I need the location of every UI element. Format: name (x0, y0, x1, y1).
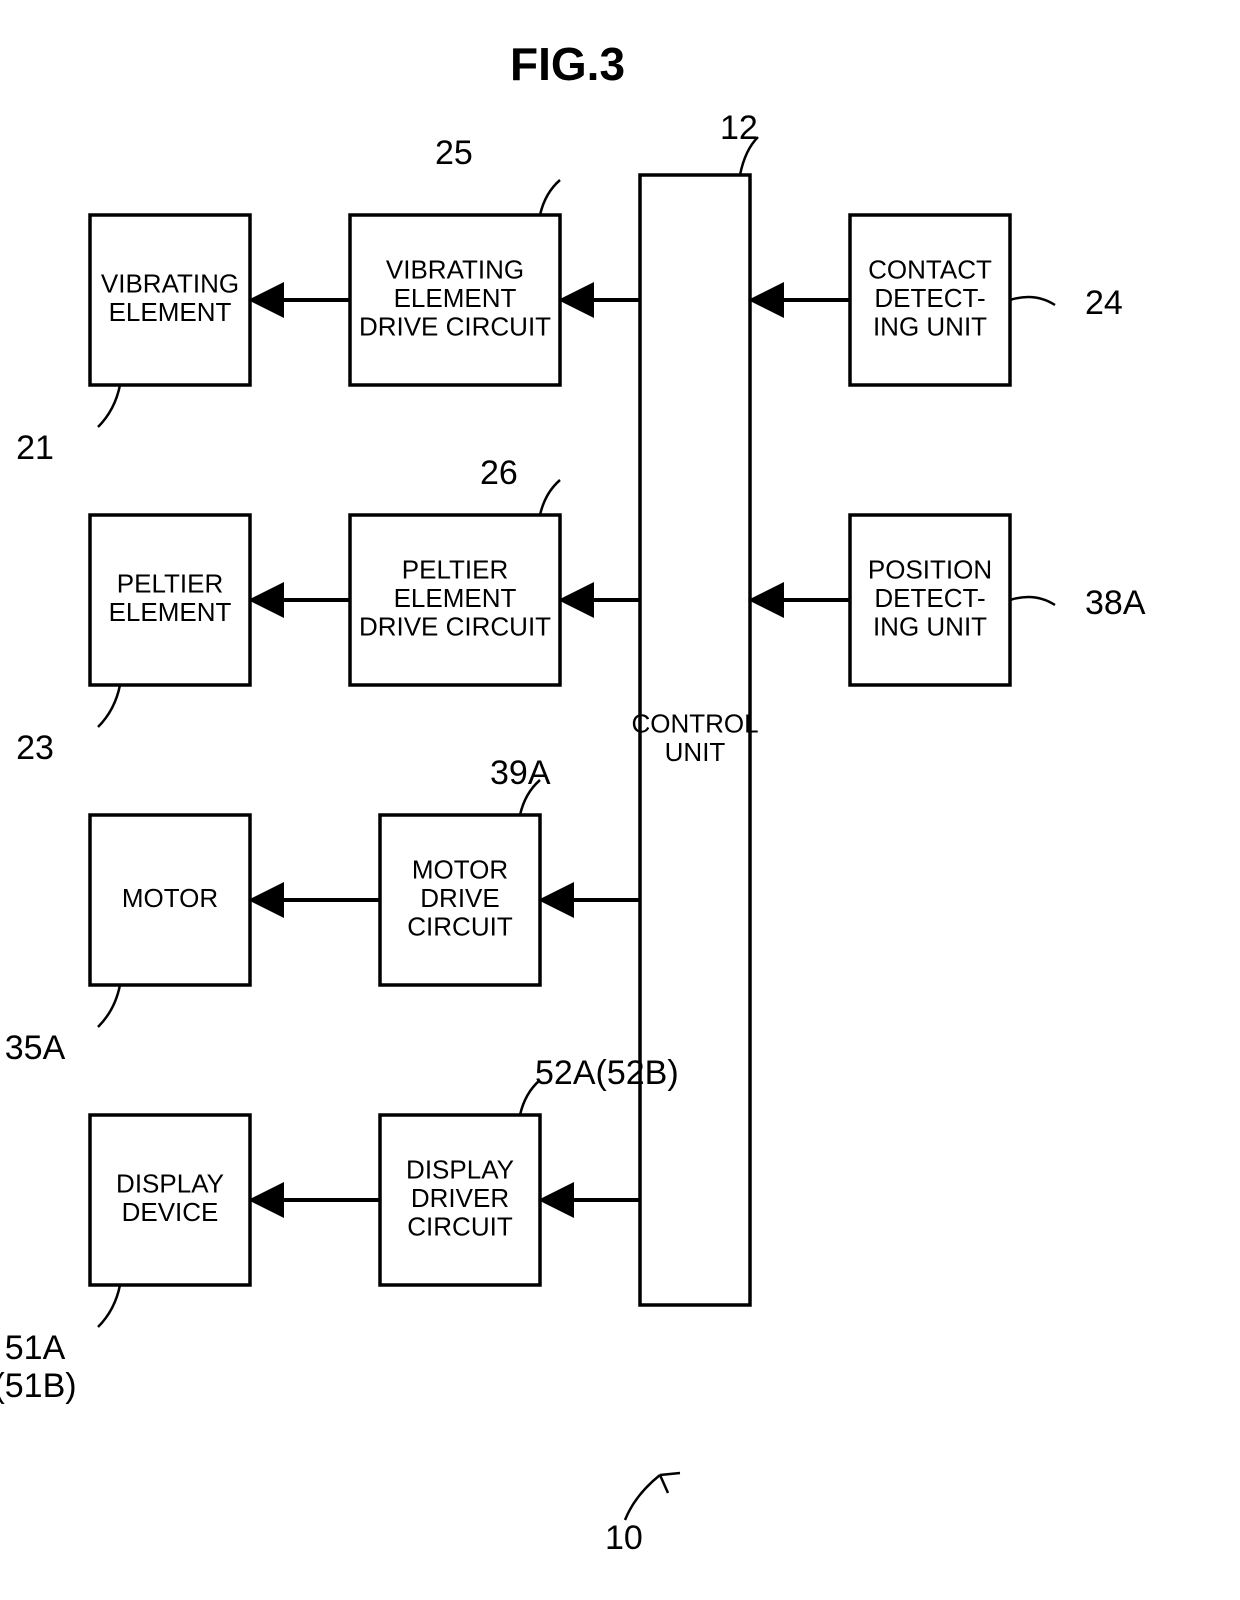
detect-ref-lead-1 (1010, 597, 1055, 605)
device-box-3-label: DISPLAY (116, 1169, 224, 1199)
device-ref-3: 51A (5, 1329, 66, 1367)
driver-box-2-label: DRIVE (420, 883, 499, 913)
device-box-0-label: ELEMENT (109, 297, 232, 327)
detect-box-0-label: CONTACT (868, 254, 992, 284)
control-unit-box-label: UNIT (665, 737, 726, 767)
driver-box-0-label: VIBRATING (386, 254, 524, 284)
control-unit-box-label: CONTROL (631, 709, 758, 739)
driver-box-3-label: DRIVER (411, 1183, 509, 1213)
system-ref-lead (625, 1475, 660, 1520)
driver-box-1-label: ELEMENT (394, 583, 517, 613)
driver-ref-1: 26 (480, 454, 518, 492)
detect-box-1-label: DETECT- (874, 583, 985, 613)
driver-box-3-label: CIRCUIT (407, 1211, 513, 1241)
device-ref-1: 23 (16, 729, 54, 767)
figure-title: FIG.3 (510, 38, 625, 90)
device-box-1-label: PELTIER (117, 569, 223, 599)
driver-box-2-label: MOTOR (412, 854, 508, 884)
device-ref-lead-0 (98, 385, 120, 427)
driver-ref-lead-1 (540, 480, 560, 515)
detect-box-1-label: ING UNIT (873, 611, 987, 641)
driver-box-0-label: ELEMENT (394, 283, 517, 313)
detect-box-0-label: ING UNIT (873, 311, 987, 341)
system-ref-arrowhead (660, 1473, 680, 1493)
driver-box-0-label: DRIVE CIRCUIT (359, 311, 551, 341)
device-ref-lead-2 (98, 985, 120, 1027)
system-ref-label: 10 (605, 1519, 643, 1557)
control-ref-label: 12 (720, 109, 758, 147)
detect-ref-1: 38A (1085, 584, 1146, 622)
driver-box-2-label: CIRCUIT (407, 911, 513, 941)
device-ref-0: 21 (16, 429, 54, 467)
device-box-2-label: MOTOR (122, 883, 218, 913)
driver-ref-lead-0 (540, 180, 560, 215)
detect-box-0-label: DETECT- (874, 283, 985, 313)
driver-box-3-label: DISPLAY (406, 1154, 514, 1184)
driver-ref-3: 52A(52B) (535, 1054, 679, 1092)
block-diagram: FIG.3CONTROLUNIT12VIBRATINGELEMENTVIBRAT… (0, 0, 1240, 1600)
device-ref-lead-3 (98, 1285, 120, 1327)
device-ref2-3: (51B) (0, 1367, 77, 1405)
device-box-0-label: VIBRATING (101, 269, 239, 299)
driver-ref-0: 25 (435, 134, 473, 172)
device-ref-lead-1 (98, 685, 120, 727)
driver-box-1-label: DRIVE CIRCUIT (359, 611, 551, 641)
device-box-3-label: DEVICE (122, 1197, 219, 1227)
detect-ref-lead-0 (1010, 297, 1055, 305)
detect-box-1-label: POSITION (868, 554, 992, 584)
driver-box-1-label: PELTIER (402, 554, 508, 584)
driver-ref-2: 39A (490, 754, 551, 792)
detect-ref-0: 24 (1085, 284, 1123, 322)
device-box-1-label: ELEMENT (109, 597, 232, 627)
device-ref-2: 35A (5, 1029, 66, 1067)
